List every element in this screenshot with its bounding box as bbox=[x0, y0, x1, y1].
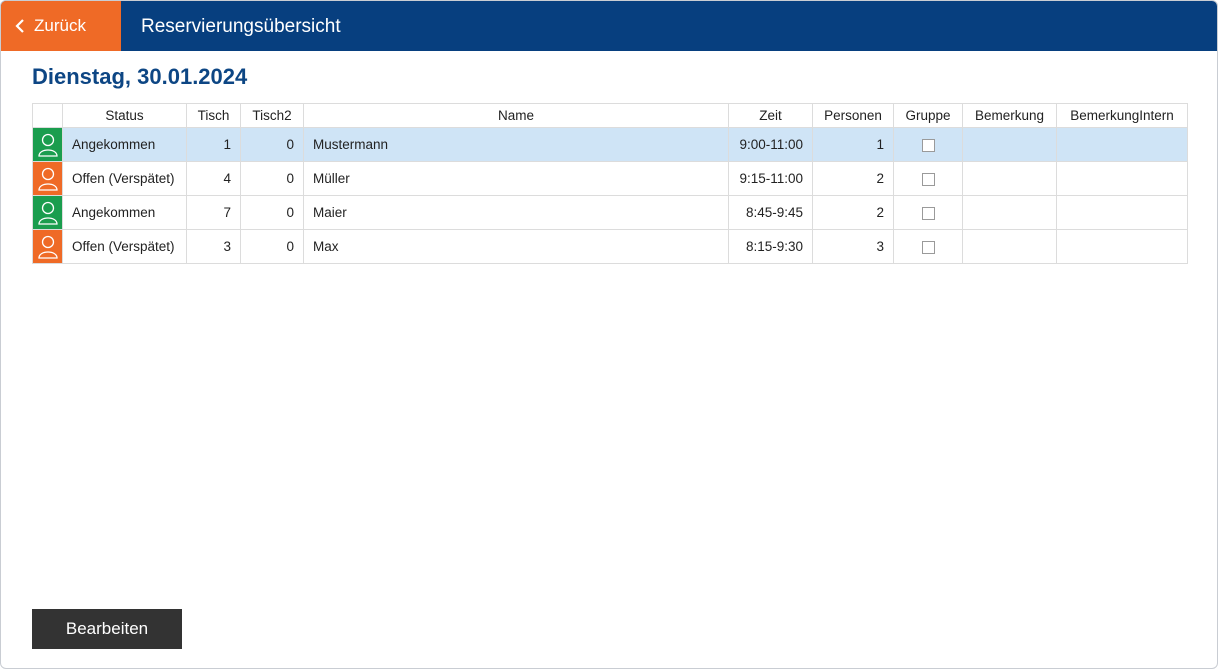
column-header-gruppe[interactable]: Gruppe bbox=[893, 103, 963, 128]
cell-personen: 2 bbox=[812, 195, 894, 230]
cell-personen: 1 bbox=[812, 127, 894, 162]
cell-status: Angekommen bbox=[62, 195, 187, 230]
cell-bemerkung-intern bbox=[1056, 161, 1188, 196]
column-header-bemerkung-intern[interactable]: BemerkungIntern bbox=[1056, 103, 1188, 128]
back-button[interactable]: Zurück bbox=[1, 1, 121, 51]
cell-status: Angekommen bbox=[62, 127, 187, 162]
person-icon bbox=[33, 128, 62, 161]
cell-bemerkung-intern bbox=[1056, 195, 1188, 230]
cell-personen: 2 bbox=[812, 161, 894, 196]
cell-gruppe bbox=[893, 161, 963, 196]
column-header-icon bbox=[32, 103, 63, 128]
back-button-label: Zurück bbox=[34, 16, 86, 35]
cell-bemerkung-intern bbox=[1056, 127, 1188, 162]
edit-button[interactable]: Bearbeiten bbox=[32, 609, 182, 649]
cell-bemerkung-intern bbox=[1056, 229, 1188, 264]
cell-bemerkung bbox=[962, 127, 1057, 162]
gruppe-checkbox[interactable] bbox=[921, 240, 935, 254]
gruppe-checkbox[interactable] bbox=[921, 206, 935, 220]
cell-tisch: 1 bbox=[186, 127, 241, 162]
chevron-left-icon bbox=[15, 19, 24, 33]
column-header-status[interactable]: Status bbox=[62, 103, 187, 128]
cell-tisch2: 0 bbox=[240, 195, 304, 230]
date-heading: Dienstag, 30.01.2024 bbox=[32, 64, 248, 89]
cell-name: Müller bbox=[303, 161, 729, 196]
cell-name: Maier bbox=[303, 195, 729, 230]
cell-zeit: 9:00-11:00 bbox=[728, 127, 813, 162]
cell-zeit: 9:15-11:00 bbox=[728, 161, 813, 196]
table-header-row: Status Tisch Tisch2 Name Zeit Personen G… bbox=[32, 103, 1188, 128]
cell-tisch2: 0 bbox=[240, 161, 304, 196]
table-row[interactable]: Angekommen 1 0 Mustermann 9:00-11:00 1 bbox=[32, 127, 1188, 162]
page-title: Reservierungsübersicht bbox=[141, 16, 341, 37]
cell-tisch: 4 bbox=[186, 161, 241, 196]
column-header-bemerkung[interactable]: Bemerkung bbox=[962, 103, 1057, 128]
cell-gruppe bbox=[893, 127, 963, 162]
cell-bemerkung bbox=[962, 195, 1057, 230]
status-icon-cell bbox=[32, 161, 63, 196]
table-row[interactable]: Offen (Verspätet) 3 0 Max 8:15-9:30 3 bbox=[32, 229, 1188, 264]
cell-gruppe bbox=[893, 229, 963, 264]
column-header-personen[interactable]: Personen bbox=[812, 103, 894, 128]
column-header-name[interactable]: Name bbox=[303, 103, 729, 128]
cell-tisch2: 0 bbox=[240, 127, 304, 162]
cell-name: Max bbox=[303, 229, 729, 264]
table-row[interactable]: Offen (Verspätet) 4 0 Müller 9:15-11:00 … bbox=[32, 161, 1188, 196]
gruppe-checkbox[interactable] bbox=[921, 138, 935, 152]
column-header-tisch2[interactable]: Tisch2 bbox=[240, 103, 304, 128]
person-icon bbox=[33, 230, 62, 263]
status-icon-cell bbox=[32, 229, 63, 264]
cell-zeit: 8:45-9:45 bbox=[728, 195, 813, 230]
cell-bemerkung bbox=[962, 161, 1057, 196]
cell-tisch: 7 bbox=[186, 195, 241, 230]
header-bar: Zurück Reservierungsübersicht bbox=[1, 1, 1217, 51]
gruppe-checkbox[interactable] bbox=[921, 172, 935, 186]
cell-gruppe bbox=[893, 195, 963, 230]
cell-status: Offen (Verspätet) bbox=[62, 161, 187, 196]
person-icon bbox=[33, 196, 62, 229]
reservations-table: Status Tisch Tisch2 Name Zeit Personen G… bbox=[32, 103, 1188, 264]
cell-tisch: 3 bbox=[186, 229, 241, 264]
person-icon bbox=[33, 162, 62, 195]
column-header-tisch[interactable]: Tisch bbox=[186, 103, 241, 128]
column-header-zeit[interactable]: Zeit bbox=[728, 103, 813, 128]
cell-bemerkung bbox=[962, 229, 1057, 264]
cell-personen: 3 bbox=[812, 229, 894, 264]
cell-tisch2: 0 bbox=[240, 229, 304, 264]
cell-name: Mustermann bbox=[303, 127, 729, 162]
cell-status: Offen (Verspätet) bbox=[62, 229, 187, 264]
status-icon-cell bbox=[32, 195, 63, 230]
cell-zeit: 8:15-9:30 bbox=[728, 229, 813, 264]
status-icon-cell bbox=[32, 127, 63, 162]
table-row[interactable]: Angekommen 7 0 Maier 8:45-9:45 2 bbox=[32, 195, 1188, 230]
